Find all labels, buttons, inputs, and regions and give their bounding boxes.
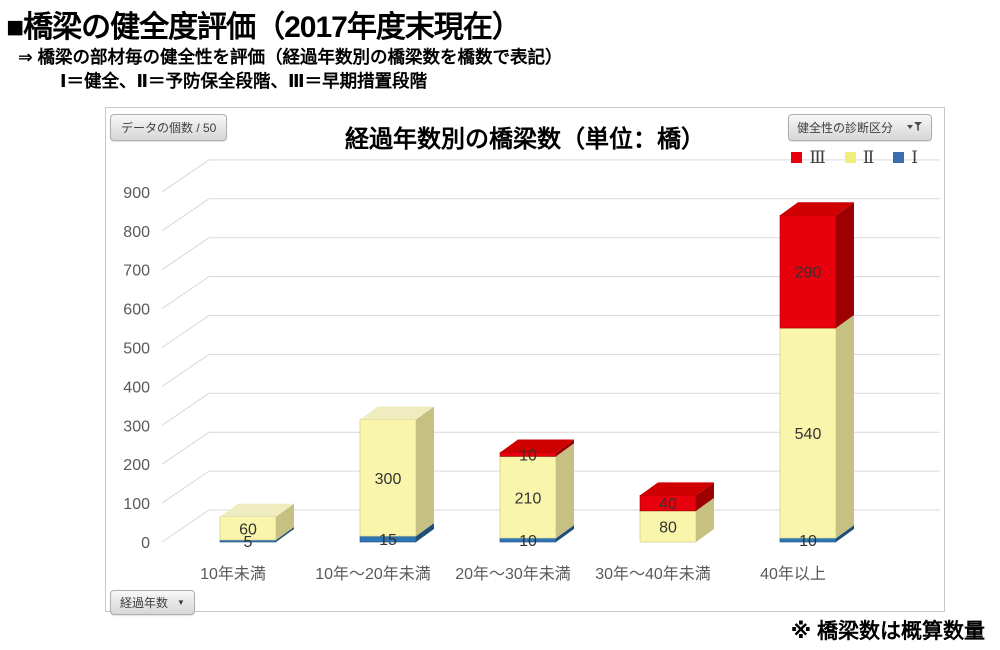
axis-field-label: 経過年数 — [120, 596, 169, 610]
svg-text:400: 400 — [123, 379, 150, 396]
page-subtitle: ⇒ 橋梁の部材毎の健全性を評価（経過年数別の橋梁数を橋数で表記） — [18, 47, 563, 67]
svg-text:300: 300 — [375, 471, 402, 488]
svg-text:5: 5 — [244, 534, 253, 551]
svg-text:600: 600 — [123, 302, 150, 319]
svg-text:80: 80 — [659, 519, 677, 536]
pivot-chart-panel: 0 100 200 300 400 500 600 700 800 900 5 60 10年未満 15 30… — [105, 107, 945, 615]
dropdown-caret-icon: ▼ — [177, 597, 185, 607]
svg-text:10: 10 — [799, 533, 817, 550]
legend-label-Ⅲ: Ⅲ — [809, 148, 826, 167]
svg-text:200: 200 — [123, 457, 150, 474]
svg-text:40: 40 — [659, 496, 677, 513]
svg-text:500: 500 — [123, 341, 150, 358]
values-field-label: データの個数 / 50 — [121, 121, 217, 135]
series-filter-button[interactable]: 健全性の診断区分 — [787, 114, 932, 141]
svg-text:15: 15 — [379, 532, 397, 549]
svg-text:900: 900 — [123, 185, 150, 202]
svg-text:10: 10 — [519, 447, 537, 464]
svg-text:10: 10 — [519, 533, 537, 550]
svg-text:540: 540 — [795, 426, 822, 443]
health-grade-note: Ⅰ＝健全、Ⅱ＝予防保全段階、Ⅲ＝早期措置段階 — [60, 71, 428, 91]
svg-text:10年未満: 10年未満 — [200, 565, 266, 583]
legend-swatch-Ⅱ — [844, 152, 856, 163]
bridge-age-stacked-bar-chart: 0 100 200 300 400 500 600 700 800 900 560 10年未満 15 30… — [123, 159, 940, 583]
svg-text:100: 100 — [123, 496, 150, 513]
legend-swatch-Ⅰ — [893, 152, 905, 163]
svg-text:210: 210 — [515, 490, 542, 507]
legend-swatch-Ⅲ — [791, 152, 803, 163]
svg-text:40年以上: 40年以上 — [760, 565, 826, 583]
page-title: ■橋梁の健全度評価（2017年度末現在） — [6, 11, 522, 44]
svg-text:700: 700 — [123, 263, 150, 280]
svg-text:800: 800 — [123, 224, 150, 241]
legend-label-Ⅱ: Ⅱ — [862, 148, 875, 167]
values-field-button[interactable]: データの個数 / 50 — [110, 114, 228, 141]
legend-label-Ⅰ: Ⅰ — [911, 148, 918, 167]
svg-text:20年～30年未満: 20年～30年未満 — [455, 565, 571, 583]
footnote: ※ 橋梁数は概算数量 — [790, 620, 985, 643]
svg-text:60: 60 — [239, 521, 257, 538]
svg-text:290: 290 — [795, 265, 822, 282]
chart-legend: Ⅲ Ⅱ Ⅰ — [791, 149, 930, 166]
axis-field-button[interactable]: 経過年数 ▼ — [110, 590, 195, 615]
svg-text:10年～20年未満: 10年～20年未満 — [315, 565, 431, 583]
svg-text:300: 300 — [123, 418, 150, 435]
svg-text:0: 0 — [141, 535, 150, 552]
svg-text:30年～40年未満: 30年～40年未満 — [595, 565, 711, 583]
filter-funnel-icon — [907, 122, 922, 132]
series-filter-label: 健全性の診断区分 — [796, 121, 893, 135]
